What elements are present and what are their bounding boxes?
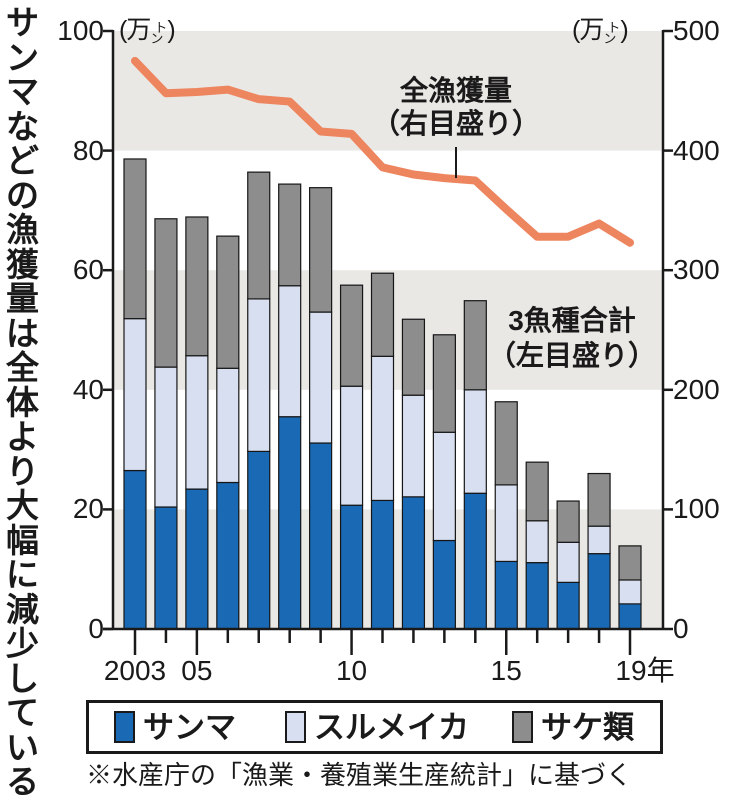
bar-segment-サケ類-2007 [247, 171, 271, 300]
bar-segment-サケ類-2008 [278, 183, 302, 287]
saury-swatch [114, 711, 135, 743]
x-axis-tick-label-2003: 2003 [103, 655, 167, 686]
left-scale-note: （左目盛り） [487, 340, 656, 371]
bar-segment-スルメイカ-2008 [278, 285, 302, 418]
squid-label: スルメイカ [314, 709, 469, 745]
bar-segment-サンマ-2017 [556, 581, 580, 630]
bar-segment-スルメイカ-2003 [123, 318, 147, 472]
bar-segment-サンマ-2011 [370, 499, 395, 630]
bar-segment-サンマ-2010 [339, 504, 364, 630]
bar-segment-サケ類-2012 [401, 318, 426, 396]
left-axis-tick-label-0: 0 [88, 613, 104, 644]
bar-segment-サンマ-2007 [247, 450, 271, 630]
figure-title: サンマなどの漁獲量は全体より大幅に減少している [6, 4, 39, 800]
x-axis-tick-label-2019: 19年 [615, 655, 675, 686]
right-axis-tick-label-500: 500 [673, 15, 720, 46]
source-footnote: ※水産庁の「漁業・養殖業生産統計」に基づく [86, 761, 633, 790]
saury-label: サンマ [143, 709, 236, 745]
bar-segment-サンマ-2012 [401, 496, 426, 630]
annotation-connector-line [455, 147, 457, 178]
total-catch-label: 全漁獲量 [399, 75, 512, 106]
right-axis-unit: (万トン) [572, 10, 629, 46]
salmon-label: サケ類 [541, 709, 634, 745]
bar-segment-サケ類-2003 [123, 158, 147, 320]
bar-segment-サンマ-2006 [216, 481, 240, 630]
bar-segment-サンマ-2015 [494, 560, 518, 630]
bar-segment-スルメイカ-2004 [154, 366, 178, 508]
bar-segment-サンマ-2018 [587, 553, 611, 630]
squid-swatch [285, 711, 306, 743]
left-unit-ton: トン [150, 20, 168, 46]
bar-segment-サンマ-2016 [525, 562, 549, 630]
left-axis-tick-label-100: 100 [57, 15, 104, 46]
bar-segment-スルメイカ-2013 [432, 431, 456, 542]
bar-segment-サンマ-2013 [432, 539, 456, 630]
bar-segment-サンマ-2009 [309, 442, 333, 630]
bar-segment-サケ類-2011 [370, 272, 395, 357]
left-axis-tick-label-20: 20 [72, 493, 104, 525]
bar-segment-スルメイカ-2014 [463, 389, 487, 494]
x-axis-tick-label-2010: 10 [335, 655, 368, 686]
bar-segment-スルメイカ-2005 [185, 355, 209, 490]
right-scale-note: （右目盛り） [371, 108, 540, 139]
bar-segment-スルメイカ-2006 [216, 367, 240, 484]
bar-segment-サケ類-2015 [494, 401, 518, 486]
bar-segment-スルメイカ-2012 [401, 394, 426, 498]
legend-item-saury: サンマ [114, 703, 236, 751]
right-unit-close: ) [620, 16, 628, 44]
bar-segment-サケ類-2014 [463, 300, 487, 391]
bar-segment-スルメイカ-2009 [309, 311, 333, 444]
left-axis-tick-label-80: 80 [72, 134, 104, 166]
bar-segment-サケ類-2010 [339, 284, 364, 387]
right-unit-ton: トン [603, 20, 621, 46]
bar-segment-サケ類-2009 [309, 187, 333, 313]
total-catch-line [131, 56, 634, 247]
three-species-label: 3魚種合計 [508, 305, 636, 336]
legend-item-squid: スルメイカ [285, 703, 469, 751]
right-axis-tick-label-100: 100 [673, 493, 720, 525]
right-axis-tick-label-300: 300 [673, 254, 720, 286]
right-axis-tick-label-0: 0 [673, 613, 689, 644]
bar-segment-サケ類-2006 [216, 235, 240, 369]
bar-segment-サケ類-2005 [185, 216, 209, 357]
bar-segment-スルメイカ-2007 [247, 298, 271, 452]
right-axis-tick-label-400: 400 [673, 134, 720, 166]
bar-segment-スルメイカ-2015 [494, 484, 518, 563]
bar-segment-サケ類-2016 [525, 461, 549, 522]
left-axis-unit: (万トン) [119, 10, 176, 46]
bar-segment-サンマ-2003 [123, 469, 147, 630]
bar-segment-サンマ-2004 [154, 506, 178, 630]
bar-segment-スルメイカ-2011 [370, 355, 395, 502]
left-unit-open: (万 [119, 16, 151, 44]
bar-segment-サケ類-2013 [432, 334, 456, 433]
left-unit-close: ) [167, 16, 175, 44]
salmon-swatch [512, 711, 533, 743]
bar-segment-サケ類-2017 [556, 500, 580, 543]
bar-segment-サンマ-2005 [185, 488, 209, 630]
bar-segment-サケ類-2018 [587, 472, 611, 527]
bar-segment-スルメイカ-2017 [556, 541, 580, 583]
three-species-annotation: 3魚種合計 （左目盛り） [482, 303, 662, 373]
bar-segment-サケ類-2004 [154, 218, 178, 368]
bar-segment-スルメイカ-2018 [587, 525, 611, 555]
x-axis-tick-label-2005: 05 [181, 655, 213, 686]
legend: サンマ スルメイカ サケ類 [86, 700, 663, 754]
bar-segment-スルメイカ-2019 [618, 579, 642, 605]
bar-segment-スルメイカ-2016 [525, 520, 549, 564]
x-axis-tick-label-2015: 15 [490, 655, 522, 686]
legend-item-salmon: サケ類 [512, 703, 634, 751]
left-axis-tick-label-60: 60 [72, 254, 104, 286]
bar-segment-サケ類-2019 [618, 545, 642, 581]
bar-segment-サンマ-2008 [278, 416, 302, 630]
bar-segment-サンマ-2014 [463, 492, 487, 630]
right-axis-tick-label-200: 200 [673, 373, 720, 405]
bar-segment-スルメイカ-2010 [339, 385, 364, 506]
bar-segment-サンマ-2019 [618, 603, 642, 630]
left-axis-tick-label-40: 40 [72, 373, 104, 405]
right-unit-open: (万 [572, 16, 604, 44]
total-catch-line-annotation: 全漁獲量 （右目盛り） [366, 74, 546, 140]
